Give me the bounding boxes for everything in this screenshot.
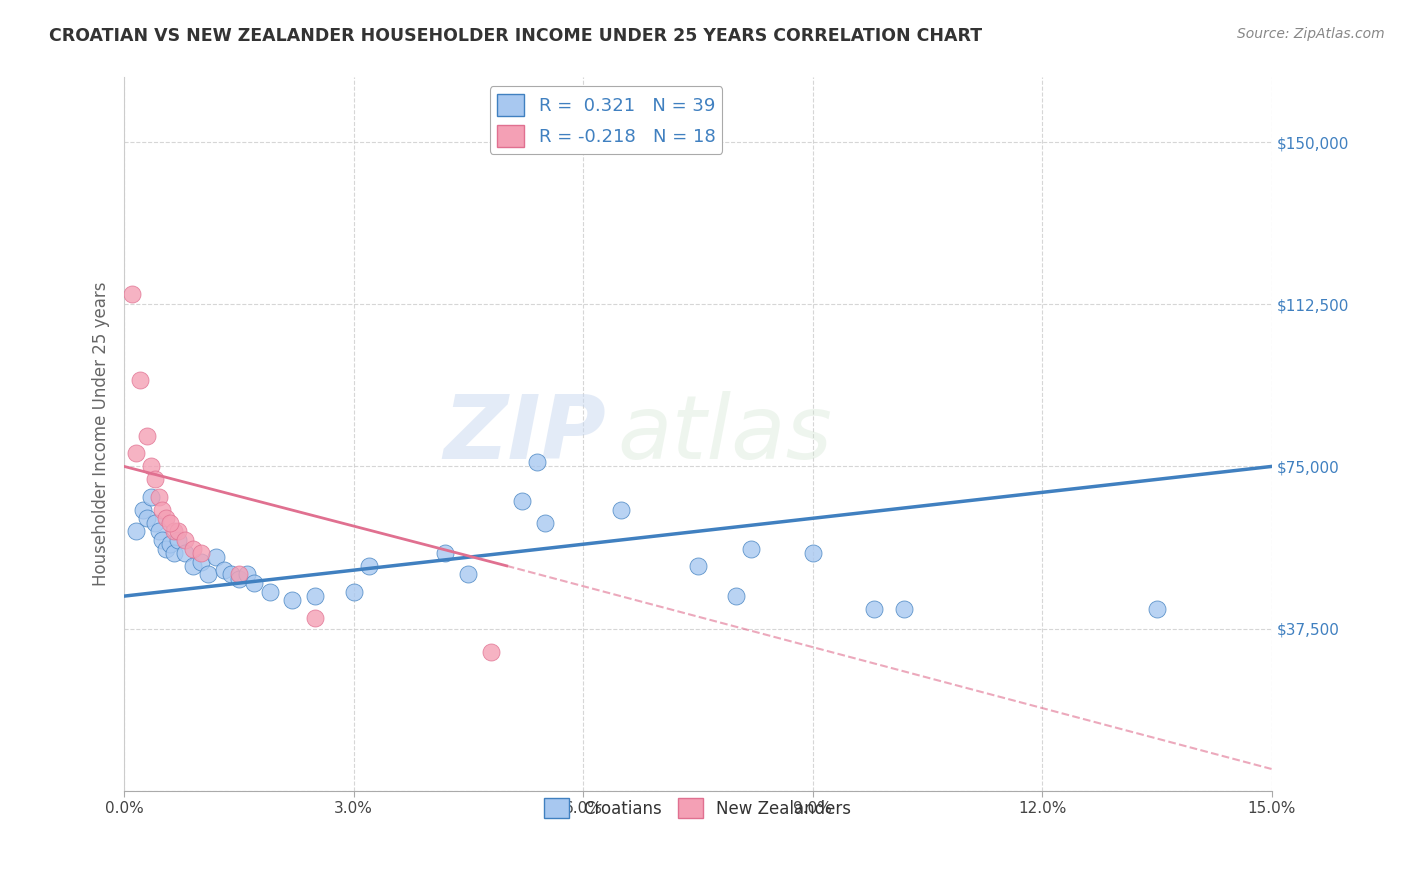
Point [181,541,204,556]
Point [610,502,633,516]
Point [143,472,166,486]
Point [863,602,886,616]
Point [740,541,762,556]
Point [136,429,159,443]
Point [686,558,709,573]
Point [143,516,166,530]
Point [190,546,212,560]
Point [148,524,170,539]
Point [235,567,257,582]
Point [725,589,748,603]
Point [304,611,326,625]
Point [479,645,502,659]
Point [801,546,824,560]
Point [190,555,212,569]
Point [132,502,155,516]
Point [155,541,177,556]
Point [243,576,266,591]
Point [526,455,548,469]
Point [136,511,159,525]
Point [155,511,177,525]
Point [159,537,181,551]
Point [181,558,204,573]
Point [893,602,915,616]
Point [281,593,304,607]
Point [228,567,250,582]
Text: Source: ZipAtlas.com: Source: ZipAtlas.com [1237,27,1385,41]
Point [304,589,326,603]
Point [163,524,186,539]
Text: atlas: atlas [617,391,832,477]
Point [221,567,243,582]
Point [205,550,228,565]
Point [534,516,557,530]
Point [434,546,457,560]
Point [197,567,219,582]
Point [125,446,148,460]
Point [163,546,186,560]
Point [174,546,197,560]
Point [159,516,181,530]
Point [139,459,162,474]
Point [152,533,174,547]
Point [510,494,533,508]
Point [343,584,366,599]
Point [128,373,150,387]
Point [121,286,143,301]
Legend: Croatians, New Zealanders: Croatians, New Zealanders [537,791,858,825]
Point [259,584,281,599]
Text: ZIP: ZIP [443,391,606,477]
Point [148,490,170,504]
Point [457,567,479,582]
Y-axis label: Householder Income Under 25 years: Householder Income Under 25 years [93,282,110,586]
Point [139,490,162,504]
Point [152,502,174,516]
Text: CROATIAN VS NEW ZEALANDER HOUSEHOLDER INCOME UNDER 25 YEARS CORRELATION CHART: CROATIAN VS NEW ZEALANDER HOUSEHOLDER IN… [49,27,983,45]
Point [125,524,148,539]
Point [228,572,250,586]
Point [166,524,188,539]
Point [357,558,380,573]
Point [166,533,188,547]
Point [212,563,235,577]
Point [1146,602,1168,616]
Point [174,533,197,547]
